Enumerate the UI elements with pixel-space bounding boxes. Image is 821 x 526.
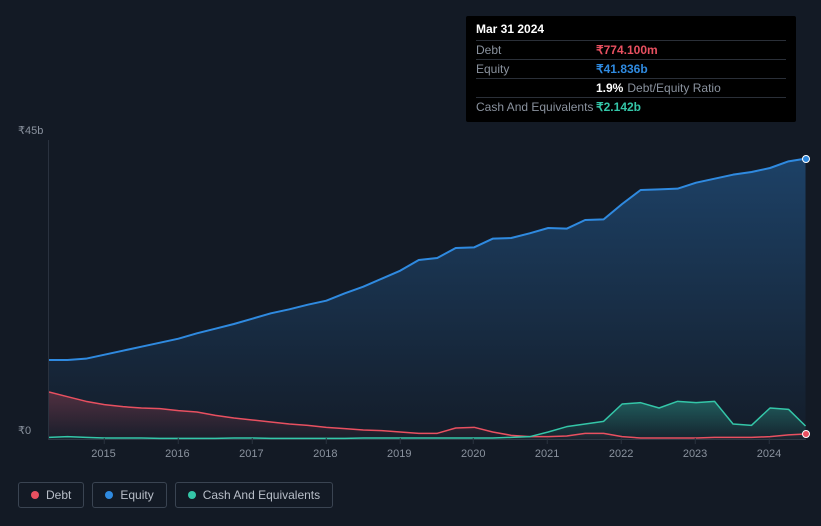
tooltip-row-label: Cash And Equivalents (476, 100, 596, 114)
x-tick: 2020 (461, 448, 485, 460)
x-tick: 2017 (239, 448, 263, 460)
chart-container (18, 124, 806, 444)
chart-plot-area[interactable] (48, 140, 806, 440)
x-tick: 2024 (757, 448, 781, 460)
legend-swatch (31, 491, 39, 499)
series-marker-equity (802, 155, 810, 163)
legend-label: Cash And Equivalents (203, 488, 320, 502)
tooltip-row: 1.9%Debt/Equity Ratio (476, 78, 786, 97)
tooltip-row-label: Equity (476, 62, 596, 76)
x-tick: 2016 (165, 448, 189, 460)
legend-swatch (188, 491, 196, 499)
x-tick: 2019 (387, 448, 411, 460)
x-axis-ticks: 2015 2016 2017 2018 2019 2020 2021 2022 2023 2024 (48, 448, 806, 466)
legend-label: Debt (46, 488, 71, 502)
x-tick: 2015 (91, 448, 115, 460)
tooltip-row-value: ₹2.142b (596, 100, 641, 114)
chart-svg (49, 140, 807, 440)
x-tick: 2023 (683, 448, 707, 460)
tooltip-row: Cash And Equivalents₹2.142b (476, 97, 786, 116)
tooltip-row-value: 1.9%Debt/Equity Ratio (596, 81, 721, 95)
chart-tooltip: Mar 31 2024 Debt₹774.100mEquity₹41.836b1… (466, 16, 796, 122)
legend-item[interactable]: Equity (92, 482, 166, 508)
tooltip-rows: Debt₹774.100mEquity₹41.836b1.9%Debt/Equi… (476, 40, 786, 116)
tooltip-row-label (476, 81, 596, 95)
legend-item[interactable]: Debt (18, 482, 84, 508)
legend-swatch (105, 491, 113, 499)
tooltip-row-value: ₹774.100m (596, 43, 658, 57)
tooltip-row: Debt₹774.100m (476, 40, 786, 59)
x-tick: 2022 (609, 448, 633, 460)
chart-legend: Debt Equity Cash And Equivalents (18, 482, 333, 508)
tooltip-row-label: Debt (476, 43, 596, 57)
series-marker-debt (802, 430, 810, 438)
tooltip-date: Mar 31 2024 (476, 22, 786, 36)
x-tick: 2018 (313, 448, 337, 460)
legend-label: Equity (120, 488, 153, 502)
tooltip-row-value: ₹41.836b (596, 62, 648, 76)
tooltip-row: Equity₹41.836b (476, 59, 786, 78)
x-tick: 2021 (535, 448, 559, 460)
legend-item[interactable]: Cash And Equivalents (175, 482, 333, 508)
